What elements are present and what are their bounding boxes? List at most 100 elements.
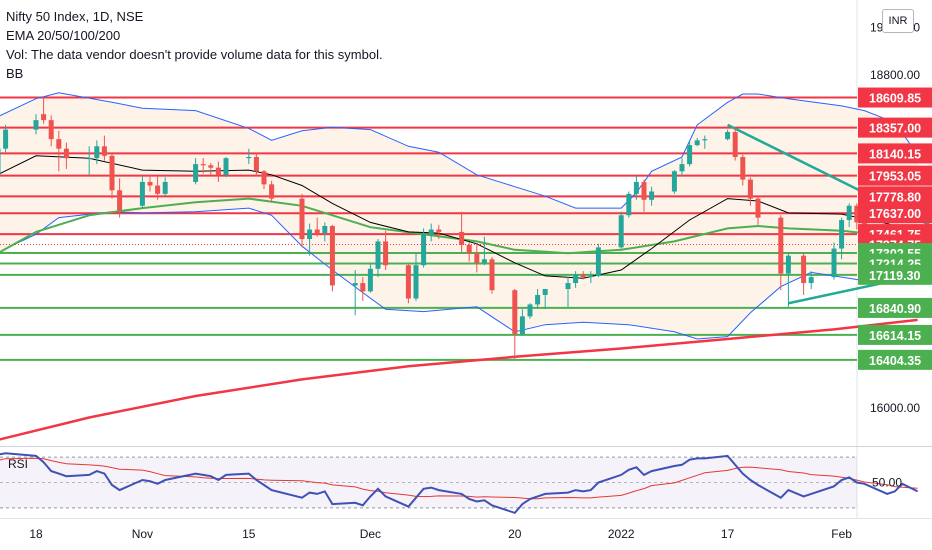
- candle[interactable]: [474, 243, 480, 273]
- candle[interactable]: [649, 186, 655, 206]
- candle[interactable]: [208, 162, 214, 175]
- candle[interactable]: [755, 196, 761, 225]
- candle[interactable]: [322, 222, 328, 242]
- candle[interactable]: [831, 242, 837, 280]
- candle[interactable]: [56, 130, 62, 172]
- candle[interactable]: [512, 289, 518, 360]
- candle[interactable]: [428, 223, 434, 242]
- candle[interactable]: [352, 269, 358, 316]
- currency-button[interactable]: INR: [882, 9, 914, 33]
- candle[interactable]: [139, 176, 145, 209]
- candle[interactable]: [0, 144, 1, 178]
- candle-body: [428, 229, 434, 235]
- ema-50-line[interactable]: [0, 197, 918, 262]
- candle[interactable]: [269, 180, 275, 203]
- candle-body: [565, 283, 571, 290]
- candle-body: [671, 171, 677, 192]
- candle[interactable]: [193, 158, 199, 185]
- bollinger-lower-band[interactable]: [0, 207, 918, 340]
- resistance-price-label: 17953.05: [869, 170, 921, 184]
- candle[interactable]: [261, 170, 267, 190]
- candle[interactable]: [846, 203, 852, 228]
- candle[interactable]: [839, 217, 845, 260]
- candle[interactable]: [687, 141, 693, 167]
- candle-body: [474, 253, 480, 263]
- candle[interactable]: [86, 146, 92, 175]
- candle-body: [732, 132, 738, 157]
- candle[interactable]: [747, 177, 753, 206]
- candle[interactable]: [41, 97, 47, 124]
- candle[interactable]: [413, 253, 419, 301]
- candle[interactable]: [466, 242, 472, 262]
- candle[interactable]: [626, 191, 632, 218]
- candle[interactable]: [215, 161, 221, 182]
- candle[interactable]: [307, 223, 313, 256]
- candle[interactable]: [33, 114, 39, 135]
- candle[interactable]: [223, 156, 229, 178]
- candle[interactable]: [573, 271, 579, 288]
- price-tick-label: 16000.00: [870, 401, 920, 415]
- candle[interactable]: [519, 309, 525, 336]
- candle[interactable]: [588, 271, 594, 284]
- bollinger-upper-band[interactable]: [0, 92, 919, 209]
- candle[interactable]: [565, 277, 571, 307]
- candle[interactable]: [740, 154, 746, 186]
- candle[interactable]: [405, 264, 411, 304]
- candle[interactable]: [109, 152, 115, 199]
- candle-body: [725, 132, 731, 140]
- candle[interactable]: [535, 289, 541, 309]
- candle[interactable]: [459, 211, 465, 253]
- candle[interactable]: [253, 153, 259, 177]
- candle[interactable]: [375, 239, 381, 278]
- candle[interactable]: [436, 224, 442, 240]
- candle[interactable]: [94, 140, 100, 165]
- ema-indicator-label[interactable]: EMA 20/50/100/200: [6, 28, 121, 43]
- candle[interactable]: [633, 176, 639, 200]
- candle[interactable]: [671, 170, 677, 194]
- candle[interactable]: [641, 179, 647, 212]
- candle-body: [86, 158, 92, 160]
- candle[interactable]: [854, 203, 860, 230]
- candle[interactable]: [246, 148, 252, 165]
- candle[interactable]: [200, 158, 206, 174]
- bollinger-indicator-label[interactable]: BB: [6, 66, 24, 81]
- rsi-indicator-label[interactable]: RSI: [8, 457, 29, 471]
- candle[interactable]: [367, 264, 373, 293]
- candle[interactable]: [489, 256, 495, 294]
- candle[interactable]: [785, 253, 791, 307]
- symbol-title[interactable]: Nifty 50 Index, 1D, NSE: [6, 9, 144, 24]
- candle[interactable]: [147, 174, 153, 192]
- candle[interactable]: [63, 142, 69, 169]
- candle[interactable]: [48, 115, 54, 147]
- candle[interactable]: [542, 289, 548, 310]
- candle[interactable]: [808, 271, 814, 290]
- candle[interactable]: [481, 236, 487, 266]
- candle[interactable]: [314, 217, 320, 237]
- candle[interactable]: [694, 137, 700, 147]
- candle[interactable]: [360, 277, 366, 301]
- candle[interactable]: [101, 135, 107, 161]
- candle[interactable]: [162, 177, 168, 197]
- candle[interactable]: [580, 271, 586, 280]
- ema-200-line[interactable]: [0, 318, 918, 444]
- candle[interactable]: [801, 253, 807, 295]
- candle[interactable]: [618, 211, 624, 249]
- candle[interactable]: [155, 176, 161, 200]
- candle[interactable]: [679, 158, 685, 177]
- candle[interactable]: [595, 243, 601, 278]
- candle[interactable]: [383, 230, 389, 270]
- candle[interactable]: [299, 193, 305, 248]
- candle[interactable]: [329, 224, 335, 292]
- volume-indicator-label[interactable]: Vol: The data vendor doesn't provide vol…: [6, 47, 383, 62]
- candle[interactable]: [702, 135, 708, 149]
- candle[interactable]: [725, 129, 731, 141]
- candle[interactable]: [421, 228, 427, 268]
- candle[interactable]: [732, 128, 738, 161]
- rsi-line[interactable]: [0, 452, 919, 515]
- candle[interactable]: [117, 178, 123, 218]
- candle[interactable]: [778, 215, 784, 291]
- candle[interactable]: [3, 124, 9, 153]
- time-tick-label: 20: [508, 527, 522, 541]
- candle[interactable]: [527, 303, 533, 319]
